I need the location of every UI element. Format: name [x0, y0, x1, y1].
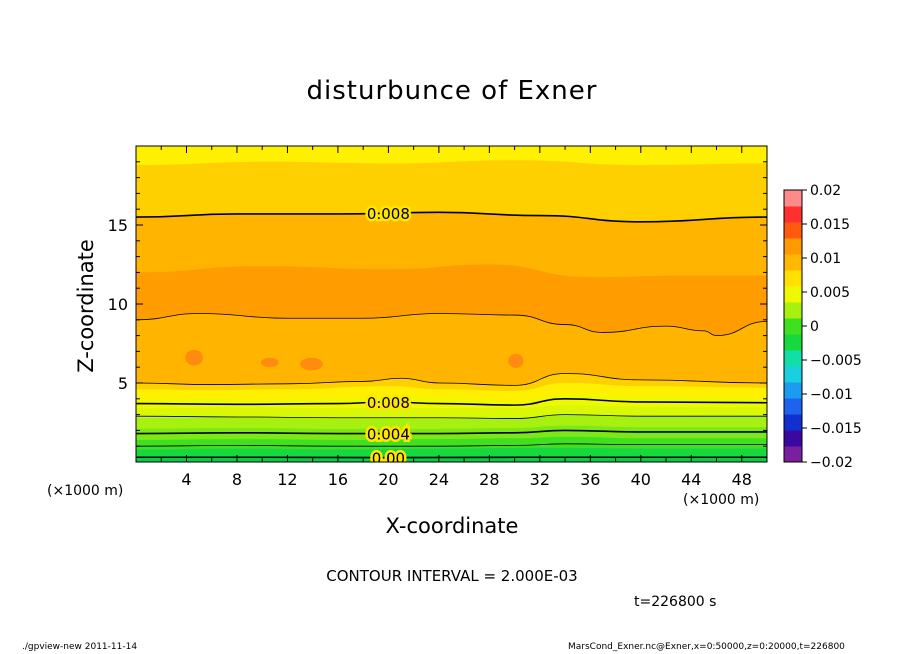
contour-label-0: 0.008 — [367, 205, 410, 223]
colorbar-swatch-8 — [784, 318, 802, 335]
colorbar-swatch-3 — [784, 398, 802, 415]
contour-line-3 — [136, 397, 767, 406]
x-tick-label-4: 20 — [378, 470, 398, 489]
colorbar-swatch-5 — [784, 366, 802, 383]
colorbar: 0.02 0.015 0.01 0.005 0 −0.005 −0.01 −0.015 −0.0… — [783, 183, 862, 471]
colorbar-swatch-7 — [784, 334, 802, 351]
x-tick-label-10: 44 — [681, 470, 701, 489]
x-tick-label-11: 48 — [732, 470, 752, 489]
x-tick-label-0: 4 — [181, 470, 191, 489]
max-region-blob-2 — [300, 357, 323, 371]
contour-line-2 — [136, 373, 767, 386]
contour-label-halo-3: 0.008 — [367, 394, 410, 412]
colorbar-swatch-13 — [784, 238, 802, 255]
colorbar-swatch-15 — [784, 206, 802, 223]
colorbar-swatch-2 — [784, 414, 802, 431]
x-unit-label-left: (×1000 m) — [47, 483, 124, 499]
x-tick-label-7: 32 — [530, 470, 550, 489]
colorbar-swatch-9 — [784, 302, 802, 319]
x-unit-label-right: (×1000 m) — [683, 492, 760, 508]
contour-line-5 — [136, 429, 767, 435]
colorbar-swatch-12 — [784, 254, 802, 271]
colorbar-tick-label-6: −0.01 — [810, 387, 853, 403]
x-tick-label-9: 40 — [631, 470, 651, 489]
colorbar-swatch-16 — [784, 190, 802, 207]
colorbar-swatch-14 — [784, 222, 802, 239]
y-tick-label-0: 5 — [118, 374, 128, 393]
time-label: t=226800 s — [634, 594, 717, 610]
colorbar-tick-label-1: 0.015 — [810, 217, 850, 233]
contour-line-6 — [136, 443, 767, 447]
footer-program-date: ./gpview-new 2011-11-14 — [22, 642, 138, 652]
contour-line-0 — [136, 211, 767, 223]
contour-label-3: 0.008 — [367, 394, 410, 412]
contour-interval-note: CONTOUR INTERVAL = 2.000E-03 — [326, 567, 578, 585]
contour-band-12 — [136, 146, 767, 165]
contour-label-halo-0: 0.008 — [367, 205, 410, 223]
footer-data-source: MarsCond_Exner.nc@Exner,x=0:50000,z=0:20… — [568, 642, 845, 652]
x-axis-label: X-coordinate — [385, 514, 519, 538]
colorbar-swatch-6 — [784, 350, 802, 367]
x-tick-label-8: 36 — [580, 470, 600, 489]
x-tick-label-5: 24 — [429, 470, 449, 489]
colorbar-tick-label-5: −0.005 — [810, 353, 862, 369]
y-tick-label-2: 15 — [108, 216, 128, 235]
contour-label-5: 0.004 — [367, 426, 410, 444]
colorbar-tick-label-4: 0 — [810, 319, 819, 335]
colorbar-swatch-11 — [784, 270, 802, 287]
colorbar-tick-label-2: 0.01 — [810, 251, 841, 267]
contour-label-halo-5: 0.004 — [367, 426, 410, 444]
max-region-blob-3 — [508, 353, 524, 368]
contour-line-1 — [136, 313, 767, 337]
x-tick-label-3: 16 — [328, 470, 348, 489]
colorbar-tick-label-3: 0.005 — [810, 285, 850, 301]
colorbar-tick-label-8: −0.02 — [810, 455, 853, 471]
y-tick-label-1: 10 — [108, 295, 128, 314]
x-tick-label-1: 8 — [232, 470, 242, 489]
colorbar-swatch-1 — [784, 430, 802, 447]
colorbar-swatch-10 — [784, 286, 802, 303]
max-region-blob-1 — [260, 357, 279, 368]
colorbar-swatch-0 — [784, 446, 802, 463]
x-tick-label-2: 12 — [277, 470, 297, 489]
colorbar-tick-label-7: −0.015 — [810, 421, 862, 437]
colorbar-tick-label-0: 0.02 — [810, 183, 841, 199]
colorbar-swatch-4 — [784, 382, 802, 399]
filled-contour-bands — [136, 146, 767, 462]
contour-line-4 — [136, 414, 767, 419]
max-region-blob-0 — [185, 349, 203, 366]
x-tick-label-6: 28 — [479, 470, 499, 489]
chart-title: disturbunce of Exner — [306, 76, 598, 106]
contour-band-11 — [136, 146, 767, 222]
